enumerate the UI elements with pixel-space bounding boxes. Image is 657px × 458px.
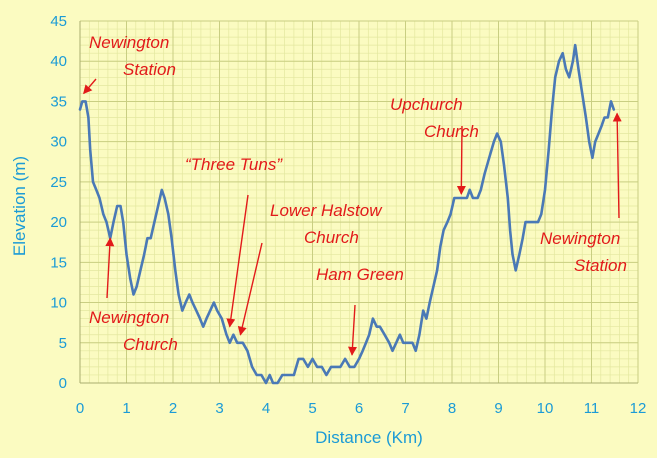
axes <box>79 21 638 384</box>
annotation-arrow <box>105 237 115 299</box>
x-axis-label: Distance (Km) <box>315 428 423 447</box>
elevation-line <box>78 43 616 385</box>
x-tick-label: 0 <box>76 400 84 417</box>
annotation-arrow <box>456 125 466 195</box>
y-tick-label: 35 <box>50 93 67 110</box>
x-tick-label: 12 <box>630 400 647 417</box>
x-tick-label: 11 <box>584 400 600 417</box>
y-tick-label: 10 <box>50 295 67 312</box>
annotation-arrow <box>83 78 97 95</box>
annotations: Newington Station Newington Church “Three Tu… <box>83 33 627 356</box>
y-tick-label: 5 <box>59 335 67 352</box>
annotation-label: Newington Station <box>540 229 627 275</box>
x-tick-label: 7 <box>401 400 409 417</box>
y-tick-label: 15 <box>50 254 67 271</box>
y-tick-label: 45 <box>50 13 67 30</box>
annotation-arrow <box>348 304 357 356</box>
annotation-label: Upchurch Church <box>390 95 479 141</box>
x-tick-label: 3 <box>215 400 223 417</box>
x-tick-label: 8 <box>448 400 456 417</box>
y-tick-label: 30 <box>50 134 67 151</box>
annotation-arrow <box>226 194 249 328</box>
y-tick-label: 0 <box>59 375 67 392</box>
series-group <box>78 43 616 385</box>
annotation-arrow <box>612 112 622 219</box>
x-tick-label: 5 <box>308 400 316 417</box>
y-tick-label: 40 <box>50 53 67 70</box>
annotation-label: “Three Tuns” <box>185 155 283 174</box>
x-tick-label: 10 <box>537 400 554 417</box>
annotation-label: Newington Station <box>89 33 176 79</box>
x-tick-label: 2 <box>169 400 177 417</box>
annotation-label: Lower Halstow Church <box>270 201 383 247</box>
y-tick-label: 25 <box>50 174 67 191</box>
major-grid <box>79 20 639 384</box>
x-tick-label: 4 <box>262 400 270 417</box>
annotation-label: Ham Green <box>316 265 404 284</box>
x-tick-label: 1 <box>122 400 130 417</box>
x-tick-label: 9 <box>494 400 502 417</box>
y-tick-label: 20 <box>50 214 67 231</box>
x-tick-label: 6 <box>355 400 363 417</box>
annotation-arrow <box>237 242 263 336</box>
y-axis-label: Elevation (m) <box>10 156 29 256</box>
annotation-label: Newington Church <box>89 308 178 354</box>
